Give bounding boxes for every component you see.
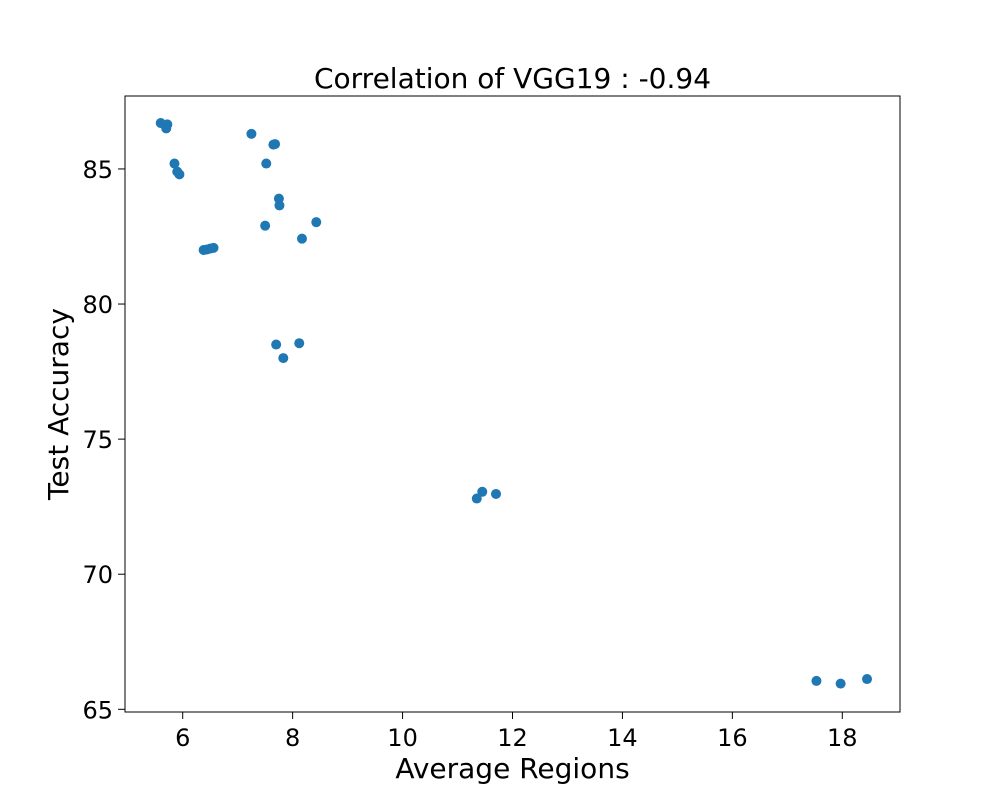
x-tick-label: 10 <box>387 724 418 752</box>
scatter-point <box>471 493 482 504</box>
scatter-point <box>271 339 282 350</box>
scatter-point <box>161 123 172 134</box>
scatter-point <box>811 675 822 686</box>
x-axis-label: Average Regions <box>395 752 629 785</box>
x-tick-label: 6 <box>175 724 190 752</box>
x-tick-label: 14 <box>607 724 638 752</box>
scatter-point <box>270 139 281 150</box>
y-axis-label: Test Accuracy <box>42 308 75 501</box>
scatter-point <box>278 353 289 364</box>
scatter-point <box>491 488 502 499</box>
scatter-series <box>155 118 873 689</box>
y-tick-label: 65 <box>82 696 113 724</box>
scatter-point <box>835 678 846 689</box>
scatter-point <box>246 128 257 139</box>
scatter-point <box>260 220 271 231</box>
x-tick-label: 16 <box>717 724 748 752</box>
x-tick-label: 18 <box>827 724 858 752</box>
x-tick-label: 8 <box>285 724 300 752</box>
scatter-point <box>274 200 285 211</box>
scatter-point <box>296 233 307 244</box>
scatter-point <box>294 338 305 349</box>
chart-title: Correlation of VGG19 : -0.94 <box>314 62 711 95</box>
y-tick-label: 80 <box>82 291 113 319</box>
plot-area-frame <box>124 95 901 713</box>
y-tick-label: 70 <box>82 561 113 589</box>
x-tick-label: 12 <box>497 724 528 752</box>
scatter-point <box>862 674 873 685</box>
scatter-point <box>169 158 180 169</box>
y-tick-label: 85 <box>82 156 113 184</box>
scatter-point <box>261 158 272 169</box>
y-tick-label: 75 <box>82 426 113 454</box>
scatter-point <box>477 486 488 497</box>
scatter-point <box>208 242 219 253</box>
scatter-point <box>311 217 322 228</box>
x-axis-ticks: 6 8 10 12 14 16 18 <box>175 712 858 752</box>
scatter-point <box>174 169 185 180</box>
y-axis-ticks: 65 70 75 80 85 <box>82 156 125 724</box>
